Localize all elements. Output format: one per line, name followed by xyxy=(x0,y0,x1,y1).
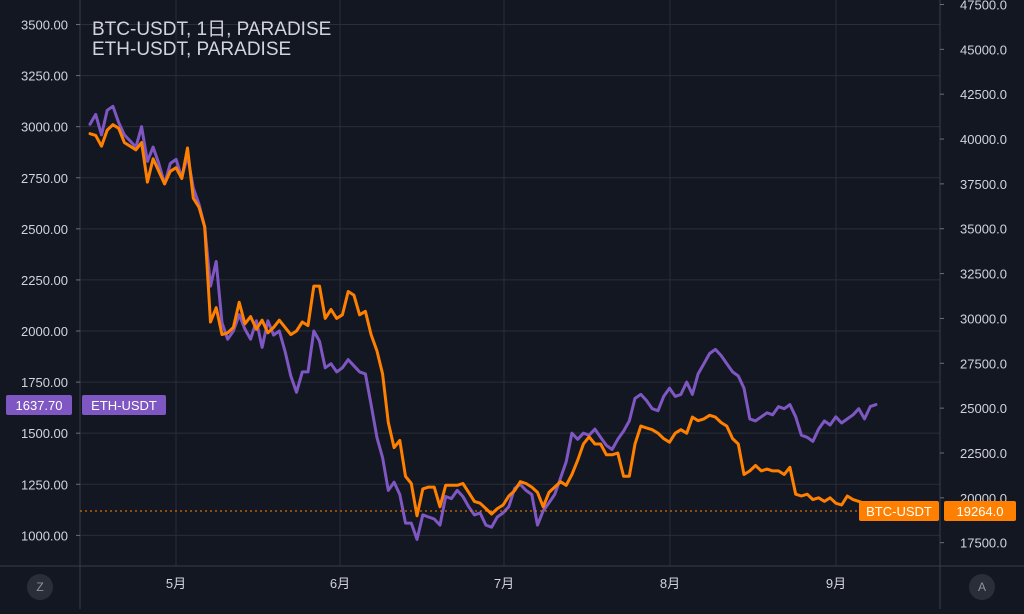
eth-series-label: ETH-USDT xyxy=(91,398,157,413)
btc-series-badge xyxy=(859,501,939,522)
right-axis-tick-label: 32500.0 xyxy=(960,267,1007,282)
left-axis-tick-label: 3000.00 xyxy=(21,120,68,135)
x-axis-tick-label: 5月 xyxy=(166,576,186,591)
left-axis-tick-label: 1750.00 xyxy=(21,375,68,390)
right-axis-tick-label: 37500.0 xyxy=(960,177,1007,192)
left-axis-tick-label: 1250.00 xyxy=(21,477,68,492)
time-zone-button[interactable]: Z xyxy=(27,574,53,600)
btc-series-label: BTC-USDT xyxy=(866,504,932,519)
eth-price-badge xyxy=(6,395,72,416)
left-axis-tick-label: 3500.00 xyxy=(21,18,68,33)
eth-price-label: 1637.70 xyxy=(16,398,63,413)
legend-title-btc: BTC-USDT, 1日, PARADISE xyxy=(92,19,332,40)
left-axis-tick-label: 2250.00 xyxy=(21,273,68,288)
right-axis-tick-label: 42500.0 xyxy=(960,87,1007,102)
right-axis-tick-label: 40000.0 xyxy=(960,132,1007,147)
grid xyxy=(80,0,940,566)
right-axis-tick-label: 35000.0 xyxy=(960,222,1007,237)
labels-layer: 1637.70 ETH-USDT BTC-USDT 19264.0 xyxy=(6,395,1016,522)
right-axis-tick-label: 27500.0 xyxy=(960,356,1007,371)
left-axis-tick-label: 2750.00 xyxy=(21,171,68,186)
btc-price-badge xyxy=(944,501,1016,522)
x-axis-tick-label: 6月 xyxy=(330,576,350,591)
x-axis-tick-label: 9月 xyxy=(826,576,846,591)
left-axis-tick-label: 2000.00 xyxy=(21,324,68,339)
left-axis-tick-label: 2500.00 xyxy=(21,222,68,237)
right-axis-tick-label: 17500.0 xyxy=(960,536,1007,551)
left-axis-tick-label: 1000.00 xyxy=(21,528,68,543)
series-line-eth-usdt xyxy=(88,104,878,541)
right-axis-tick-label: 22500.0 xyxy=(960,446,1007,461)
legend-title-eth: ETH-USDT, PARADISE xyxy=(92,39,292,60)
auto-scale-button[interactable]: A xyxy=(969,574,995,600)
series-line-btc-usdt xyxy=(88,123,878,518)
left-axis-tick-label: 1500.00 xyxy=(21,426,68,441)
right-axis-tick-label: 47500.0 xyxy=(960,0,1007,12)
x-axis-tick-label: 7月 xyxy=(494,576,514,591)
right-axis-tick-label: 25000.0 xyxy=(960,401,1007,416)
right-axis-tick-label: 30000.0 xyxy=(960,311,1007,326)
series-layer xyxy=(80,104,940,541)
btc-price-label: 19264.0 xyxy=(957,504,1004,519)
eth-series-badge xyxy=(82,395,166,416)
right-axis-tick-label: 45000.0 xyxy=(960,42,1007,57)
x-axis-tick-label: 8月 xyxy=(660,576,680,591)
left-axis-tick-label: 3250.00 xyxy=(21,69,68,84)
